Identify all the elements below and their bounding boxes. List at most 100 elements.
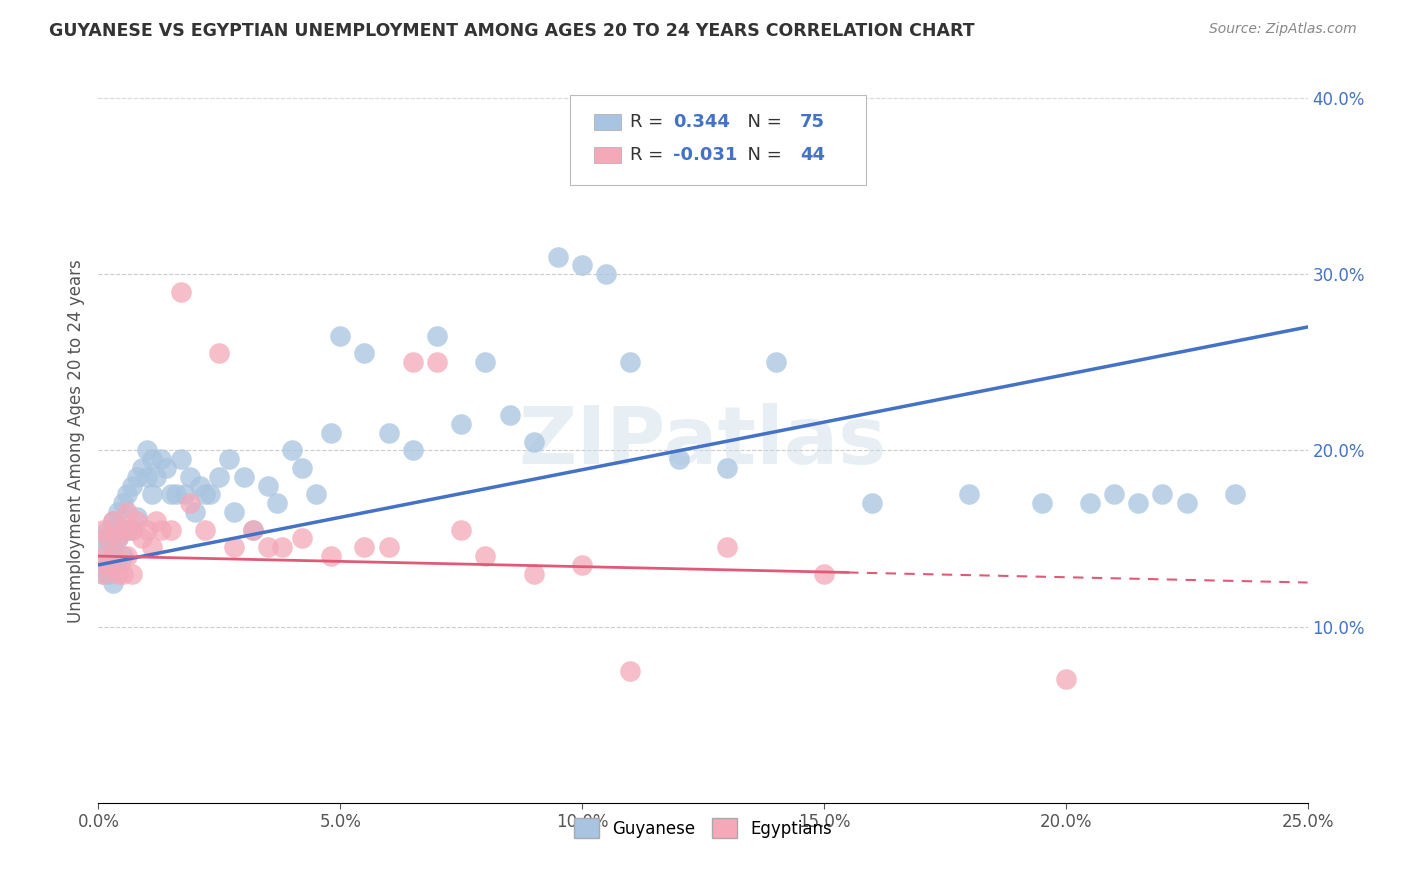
Point [174,487,197,501]
Point [91,566,114,581]
Text: R =: R = [630,113,669,131]
Point [97,523,120,537]
Point [222,541,245,555]
Bar [595,114,621,130]
Point [97,566,120,581]
Bar [595,147,621,162]
Point [160,487,183,501]
Point [169,285,191,299]
Point [290,532,312,546]
Point [91,549,114,563]
Point [426,355,449,369]
Point [198,487,221,501]
Point [329,328,352,343]
Point [145,514,167,528]
Point [1175,496,1198,510]
Point [101,514,124,528]
Point [107,558,129,572]
Point [256,478,278,492]
Point [266,496,288,510]
Point [218,452,240,467]
Point [111,523,134,537]
Point [208,470,231,484]
Point [179,470,201,484]
Point [141,452,163,467]
Text: Source: ZipAtlas.com: Source: ZipAtlas.com [1209,22,1357,37]
Text: N =: N = [735,145,787,164]
Point [290,461,312,475]
Point [619,355,641,369]
Point [595,267,617,281]
Point [135,443,157,458]
Point [377,425,399,440]
Point [232,470,254,484]
Text: R =: R = [630,145,669,164]
Point [1054,673,1077,687]
Text: ZIPatlas: ZIPatlas [519,402,887,481]
Point [1102,487,1125,501]
Point [101,549,124,563]
Point [1128,496,1150,510]
Point [716,541,738,555]
Point [127,514,149,528]
Point [523,566,546,581]
Point [141,541,163,555]
Point [150,452,173,467]
Point [117,505,139,519]
Text: 75: 75 [800,113,825,131]
Point [450,417,472,431]
Point [547,250,569,264]
Point [450,523,472,537]
Point [111,496,134,510]
Point [305,487,328,501]
Point [668,452,690,467]
Point [498,408,520,422]
Point [402,355,425,369]
Point [91,566,114,581]
Point [101,514,124,528]
Point [150,523,173,537]
Point [117,549,139,563]
Point [111,566,134,581]
Point [353,346,375,360]
Point [377,541,399,555]
Point [145,470,167,484]
Text: -0.031: -0.031 [673,145,737,164]
Point [1152,487,1174,501]
Point [121,523,143,537]
Point [813,566,835,581]
Point [135,523,157,537]
Point [169,452,191,467]
Point [402,443,425,458]
Point [1078,496,1101,510]
Y-axis label: Unemployment Among Ages 20 to 24 years: Unemployment Among Ages 20 to 24 years [66,260,84,624]
Point [523,434,546,449]
Point [141,487,163,501]
Point [1031,496,1053,510]
Point [121,478,143,492]
Point [155,461,177,475]
Point [127,470,149,484]
Text: 0.344: 0.344 [673,113,730,131]
Text: 44: 44 [800,145,825,164]
Legend: Guyanese, Egyptians: Guyanese, Egyptians [567,812,839,845]
Point [107,532,129,546]
Point [242,523,264,537]
Point [131,532,153,546]
Point [188,478,211,492]
Point [765,355,787,369]
Point [97,535,120,549]
Point [194,523,217,537]
Point [716,461,738,475]
Point [160,523,183,537]
Point [619,664,641,678]
Point [281,443,304,458]
Point [111,549,134,563]
Point [571,558,593,572]
Point [107,532,129,546]
Point [957,487,980,501]
Point [117,487,139,501]
Point [860,496,883,510]
Point [242,523,264,537]
Text: GUYANESE VS EGYPTIAN UNEMPLOYMENT AMONG AGES 20 TO 24 YEARS CORRELATION CHART: GUYANESE VS EGYPTIAN UNEMPLOYMENT AMONG … [49,22,974,40]
